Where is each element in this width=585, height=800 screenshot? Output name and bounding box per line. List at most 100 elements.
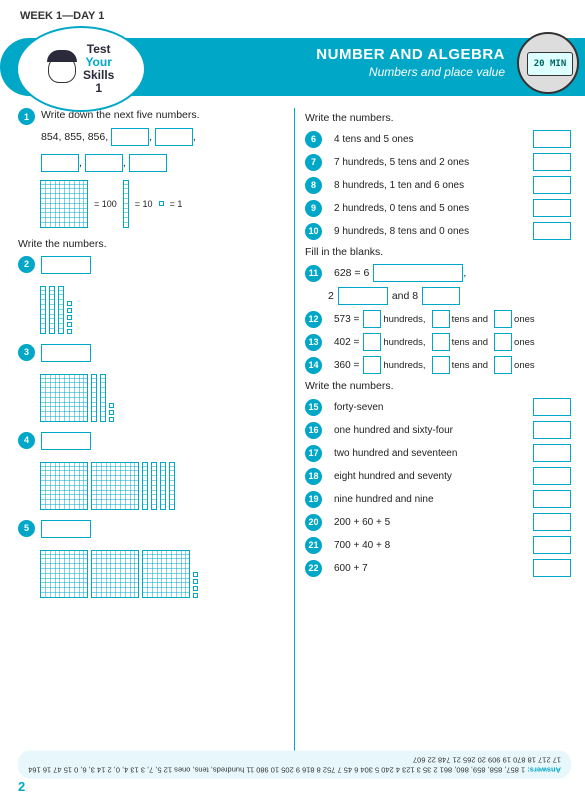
qtext: 8 hundreds, 1 ten and 6 ones — [334, 180, 529, 191]
answer-input[interactable] — [373, 264, 463, 282]
answer-input[interactable] — [494, 310, 512, 328]
q1-sequence: 854, 855, 856, — [41, 131, 108, 143]
hundred-block-icon — [40, 374, 88, 422]
qtext: 7 hundreds, 5 tens and 2 ones — [334, 157, 529, 168]
answer-input[interactable] — [41, 432, 91, 450]
one-unit-icon — [193, 586, 198, 591]
question-11: 11 628 = 6 , — [305, 264, 571, 282]
hundred-block-icon — [40, 180, 88, 228]
qtext: forty-seven — [334, 402, 529, 413]
qval: 573 = — [334, 314, 359, 325]
question-21: 21700 + 40 + 8 — [305, 536, 571, 554]
answer-input[interactable] — [363, 310, 381, 328]
question-16: 16one hundred and sixty-four — [305, 421, 571, 439]
answer-input[interactable] — [41, 344, 91, 362]
logo-content: Test Your Skills 1 — [48, 43, 115, 96]
one-unit-icon — [109, 403, 114, 408]
q4-blocks — [40, 462, 280, 510]
left-column: 1 Write down the next five numbers. 854,… — [18, 108, 295, 752]
answer-input[interactable] — [363, 333, 381, 351]
answer-input[interactable] — [338, 287, 388, 305]
question-10: 109 hundreds, 8 tens and 0 ones — [305, 222, 571, 240]
question-20: 20200 + 60 + 5 — [305, 513, 571, 531]
one-unit-icon — [67, 308, 72, 313]
qnum: 8 — [305, 177, 322, 194]
header: WEEK 1—DAY 1 NUMBER AND ALGEBRA Numbers … — [0, 10, 585, 100]
qnum: 9 — [305, 200, 322, 217]
ten-stick-icon — [169, 462, 175, 510]
qnum: 10 — [305, 223, 322, 240]
logo-line1: Test — [87, 42, 111, 56]
answer-input[interactable] — [41, 520, 91, 538]
answer-input[interactable] — [533, 421, 571, 439]
answer-input[interactable] — [111, 128, 149, 146]
answer-input[interactable] — [422, 287, 460, 305]
answer-input[interactable] — [432, 356, 450, 374]
qtext: two hundred and seventeen — [334, 448, 529, 459]
answer-input[interactable] — [41, 256, 91, 274]
hundred-block-icon — [40, 462, 88, 510]
right-column: Write the numbers. 64 tens and 5 ones77 … — [295, 108, 571, 752]
page-title: NUMBER AND ALGEBRA — [316, 46, 505, 63]
one-unit-icon — [193, 572, 198, 577]
answer-input[interactable] — [533, 398, 571, 416]
qtext: 4 tens and 5 ones — [334, 134, 529, 145]
hundred-block-icon — [91, 550, 139, 598]
ten-stick-icon — [123, 180, 129, 228]
answer-input[interactable] — [432, 310, 450, 328]
qnum: 22 — [305, 560, 322, 577]
answer-input[interactable] — [533, 513, 571, 531]
one-unit-icon — [67, 322, 72, 327]
answer-input[interactable] — [533, 153, 571, 171]
answer-input[interactable] — [533, 536, 571, 554]
answer-input[interactable] — [155, 128, 193, 146]
answer-input[interactable] — [363, 356, 381, 374]
student-face-icon — [48, 55, 76, 83]
answer-input[interactable] — [129, 154, 167, 172]
answers-label: Answers: — [527, 765, 561, 774]
qnum-1: 1 — [18, 108, 35, 125]
answer-input[interactable] — [533, 490, 571, 508]
answer-input[interactable] — [85, 154, 123, 172]
qnum-11: 11 — [305, 265, 322, 282]
answer-input[interactable] — [533, 467, 571, 485]
ten-stick-icon — [160, 462, 166, 510]
qtext: eight hundred and seventy — [334, 471, 529, 482]
answer-input[interactable] — [41, 154, 79, 172]
hundred-block-icon — [40, 550, 88, 598]
answer-input[interactable] — [533, 130, 571, 148]
qnum-4: 4 — [18, 432, 35, 449]
question-18: 18 eight hundred and seventy — [305, 467, 571, 485]
qnum: 21 — [305, 537, 322, 554]
answer-input[interactable] — [533, 199, 571, 217]
ten-stick-icon — [100, 374, 106, 422]
qnum: 7 — [305, 154, 322, 171]
logo-line3: Skills — [83, 68, 114, 82]
question-1: 1 Write down the next five numbers. 854,… — [18, 108, 284, 172]
qnum: 14 — [305, 357, 322, 374]
question-19: 19nine hundred and nine — [305, 490, 571, 508]
place-value-key: = 100 = 10 = 1 — [40, 180, 284, 228]
question-5: 5 — [18, 520, 284, 538]
qnum: 18 — [305, 468, 322, 485]
answer-input[interactable] — [494, 356, 512, 374]
answer-input[interactable] — [533, 222, 571, 240]
one-unit-icon — [109, 410, 114, 415]
timer-value: 20 MIN — [527, 52, 573, 76]
answer-input[interactable] — [494, 333, 512, 351]
qtext: nine hundred and nine — [334, 494, 529, 505]
answer-input[interactable] — [533, 559, 571, 577]
left-section-heading: Write the numbers. — [18, 238, 284, 250]
qtext: 200 + 60 + 5 — [334, 517, 529, 528]
answer-input[interactable] — [533, 176, 571, 194]
answer-input[interactable] — [432, 333, 450, 351]
q2-blocks — [40, 286, 280, 334]
qval: 360 = — [334, 360, 359, 371]
ten-stick-icon — [40, 286, 46, 334]
q11-pre: 628 = 6 — [334, 267, 369, 279]
one-unit-icon — [67, 315, 72, 320]
answer-input[interactable] — [533, 444, 571, 462]
one-unit-icon — [67, 329, 72, 334]
page-subtitle: Numbers and place value — [316, 65, 505, 79]
page-number: 2 — [18, 779, 25, 794]
